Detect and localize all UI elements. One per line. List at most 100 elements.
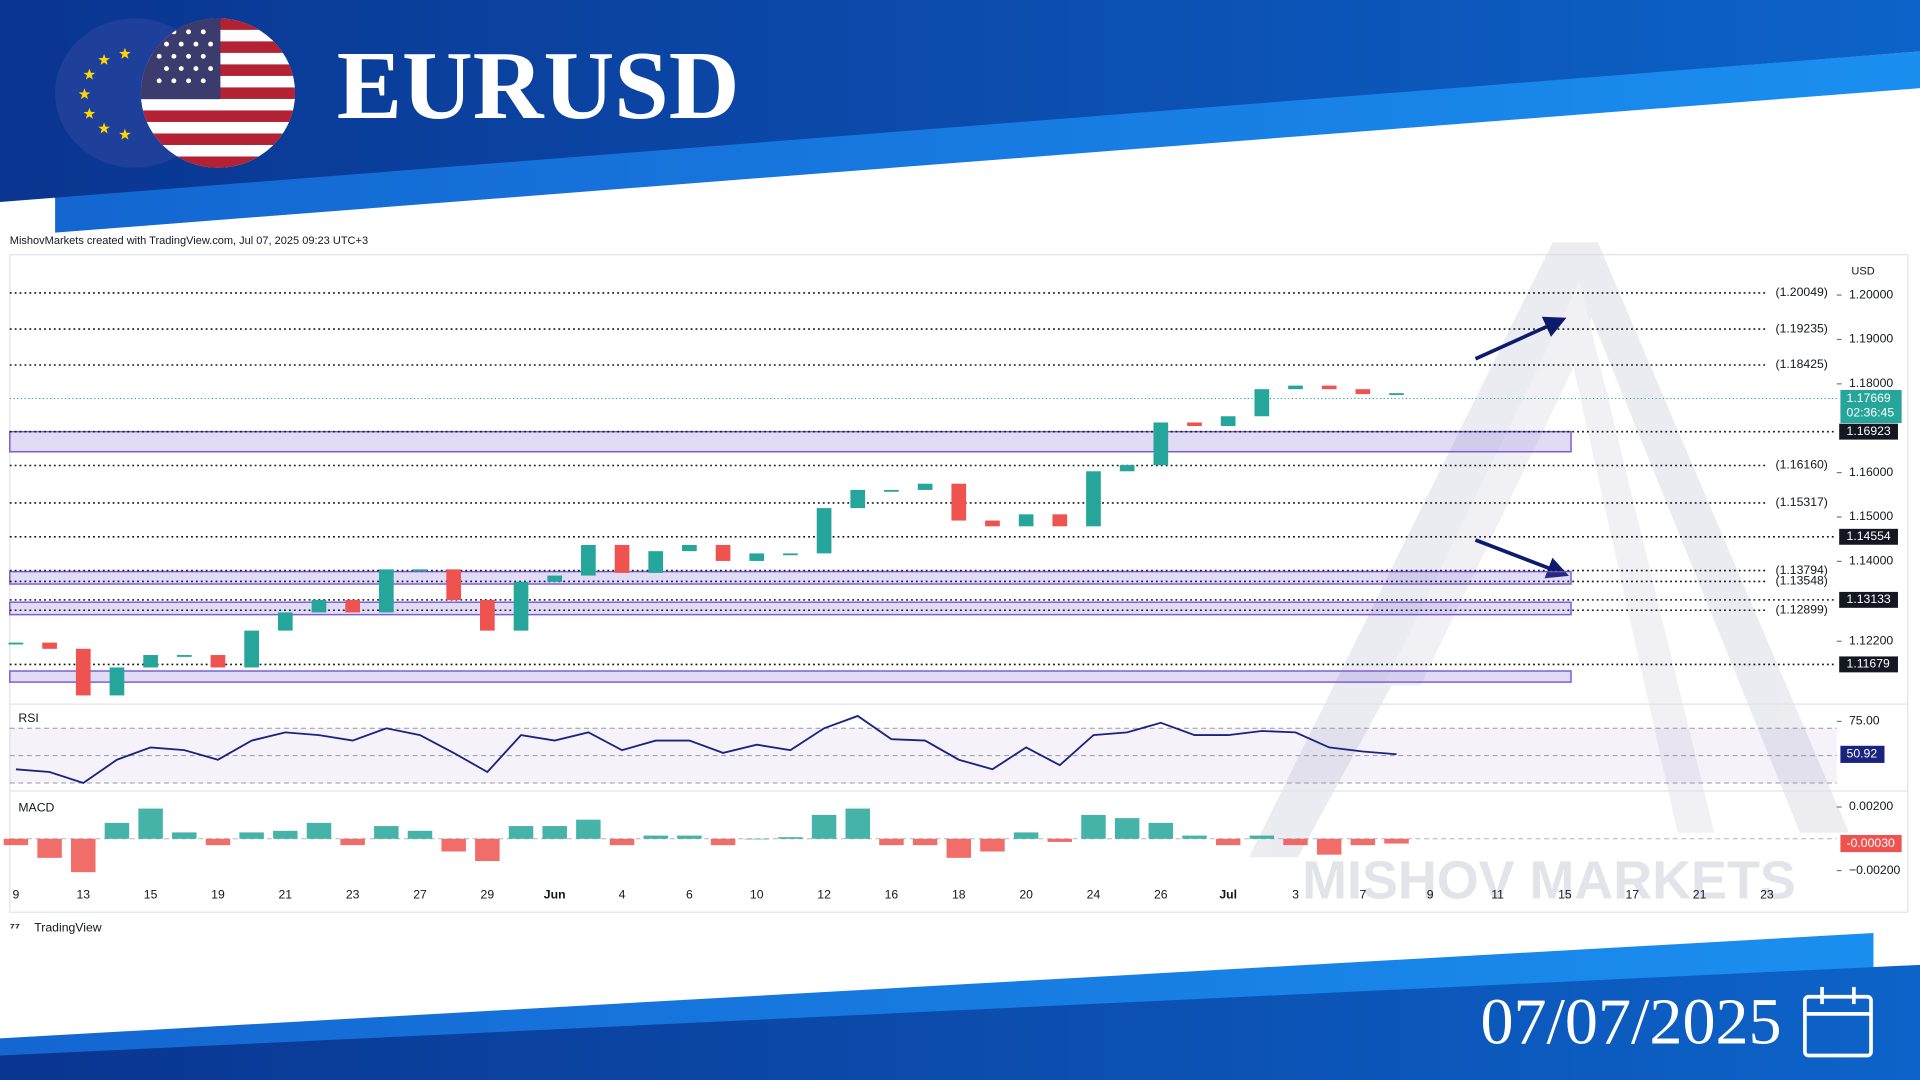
candle xyxy=(311,599,327,613)
y-tick-label: 1.19000 xyxy=(1849,332,1893,346)
macd-bar xyxy=(1316,838,1342,855)
candle xyxy=(75,648,91,696)
level-label: (1.13548) xyxy=(1776,574,1828,588)
report-date: 07/07/2025 xyxy=(1480,986,1781,1059)
macd-bar xyxy=(3,838,29,846)
x-tick-label: 23 xyxy=(1760,887,1774,901)
candle xyxy=(715,544,731,561)
page-title: EURUSD xyxy=(337,32,740,140)
candle xyxy=(378,569,394,613)
last-value-label: 50.92 xyxy=(1847,747,1878,761)
currency-flags xyxy=(55,18,296,168)
arrow-down xyxy=(1474,538,1570,579)
macd-bar xyxy=(980,838,1005,852)
tradingview-logo: ⁷⁷ xyxy=(10,920,20,934)
macd-bar xyxy=(71,838,96,873)
macd-bar xyxy=(205,838,231,846)
level-label: (1.18425) xyxy=(1776,357,1828,371)
macd-bar xyxy=(1249,835,1275,839)
candle xyxy=(210,655,226,668)
banner xyxy=(0,0,1920,203)
attribution: MishovMarkets created with TradingView.c… xyxy=(10,235,368,247)
x-tick-label: 15 xyxy=(1558,887,1572,901)
macd-bar xyxy=(710,838,736,846)
x-tick-label: 29 xyxy=(481,887,495,901)
candle xyxy=(783,553,798,556)
macd-bar xyxy=(542,826,567,839)
level-badge-label: 1.13133 xyxy=(1847,592,1891,606)
candle xyxy=(1321,385,1337,390)
macd-bar xyxy=(172,832,197,839)
macd-bar xyxy=(1114,818,1140,839)
macd-bar xyxy=(946,838,972,858)
x-tick-label: 21 xyxy=(1693,887,1707,901)
level-badge xyxy=(1839,528,1898,545)
macd-bar xyxy=(138,808,163,839)
macd-bar xyxy=(811,814,837,839)
zone xyxy=(9,601,1572,616)
candle xyxy=(682,544,697,552)
candle xyxy=(614,544,630,573)
level-badge xyxy=(1839,656,1898,673)
x-tick-label: 3 xyxy=(1292,887,1299,901)
banner-stripe xyxy=(55,51,1920,233)
zone xyxy=(9,670,1572,683)
macd-bar xyxy=(609,838,635,846)
candle xyxy=(1389,393,1404,396)
level-badge xyxy=(1839,423,1898,440)
candle xyxy=(277,612,293,631)
candle xyxy=(648,551,664,573)
arrow-up xyxy=(1474,316,1567,361)
level-badge-label: 1.16923 xyxy=(1847,424,1891,438)
level-label: (1.19235) xyxy=(1776,321,1828,335)
countdown: 02:36:45 xyxy=(1847,405,1895,419)
y-tick-label: 1.20000 xyxy=(1849,287,1893,301)
candle xyxy=(412,569,428,572)
macd-bar xyxy=(778,837,803,839)
x-tick-label: 7 xyxy=(1359,887,1366,901)
x-tick-label: 18 xyxy=(952,887,966,901)
macd-bar xyxy=(912,838,938,846)
macd-bar xyxy=(576,819,601,839)
macd-bar xyxy=(879,838,904,846)
candle xyxy=(1187,422,1202,427)
level-badge xyxy=(1839,591,1898,608)
macd-bar xyxy=(1047,838,1073,842)
y-tick-label: 1.14000 xyxy=(1849,554,1893,568)
footer-brand: TradingView xyxy=(34,920,101,934)
currency-label: USD xyxy=(1851,266,1874,278)
macd-bar xyxy=(239,832,264,839)
x-tick-label: 10 xyxy=(750,887,764,901)
macd-bar xyxy=(643,835,668,839)
candle xyxy=(850,489,866,509)
x-tick-label: Jun xyxy=(544,887,566,901)
level-label: (1.16160) xyxy=(1776,458,1828,472)
candle xyxy=(480,599,495,631)
candle xyxy=(985,520,1000,527)
candle xyxy=(816,508,832,554)
candle xyxy=(884,489,899,492)
last-value-badge xyxy=(1840,745,1885,763)
x-tick-label: 11 xyxy=(1491,887,1504,901)
x-tick-label: 16 xyxy=(885,887,899,901)
level-badge-label: 1.11679 xyxy=(1847,657,1891,671)
zone xyxy=(9,430,1572,453)
last-price-label: 1.17669 xyxy=(1847,391,1891,405)
candle xyxy=(1119,465,1135,472)
macd-bar xyxy=(744,838,769,840)
macd-bar xyxy=(1182,835,1207,839)
macd-bar xyxy=(104,822,130,839)
candle xyxy=(749,553,765,561)
candle xyxy=(1153,422,1169,466)
candle xyxy=(547,575,563,582)
x-tick-label: 9 xyxy=(13,887,20,901)
us-flag xyxy=(140,18,296,168)
candle xyxy=(143,655,158,668)
macd-bar xyxy=(1350,838,1376,846)
footer-stripe xyxy=(0,933,1874,1066)
macd-bar xyxy=(407,830,433,839)
x-tick-label: 24 xyxy=(1087,887,1101,901)
y-tick-label: 0.00200 xyxy=(1849,799,1893,813)
footer-banner xyxy=(0,964,1920,1080)
